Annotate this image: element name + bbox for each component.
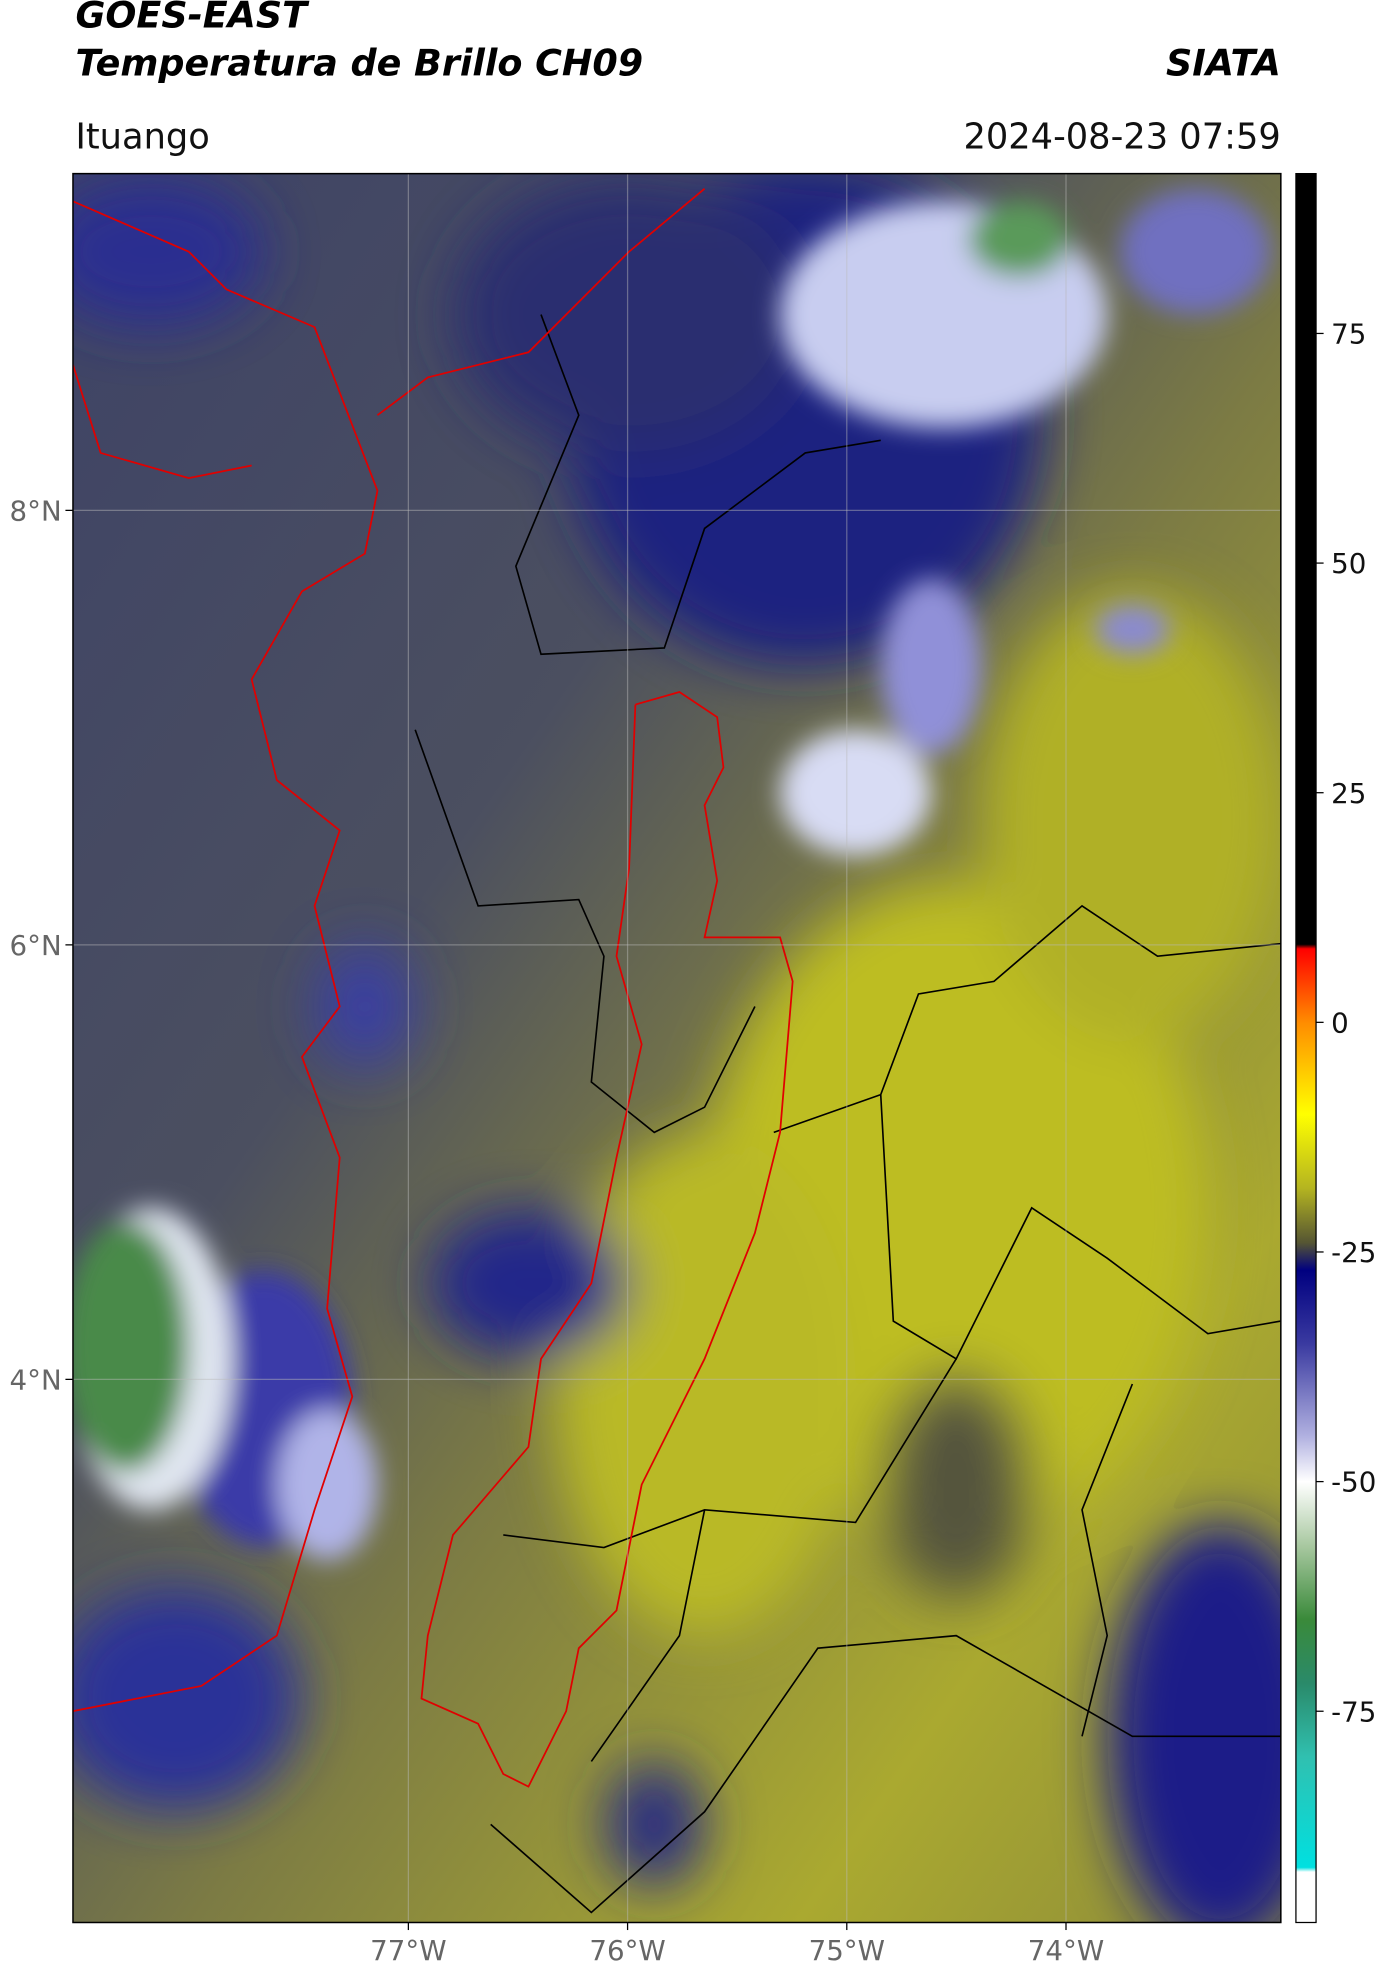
y-tick-label: 4°N	[10, 1363, 62, 1396]
map-frame	[72, 172, 1282, 1924]
colorbar-tick-label: 50	[1331, 547, 1366, 580]
timestamp: 2024-08-23 07:59	[963, 116, 1280, 157]
grid	[72, 173, 1281, 1923]
colorbar-tick-label: 25	[1331, 777, 1366, 810]
colorbar-tick-label: 75	[1331, 318, 1366, 351]
region: Ituango	[75, 116, 209, 157]
subtitle: Temperatura de Brillo CH09	[75, 41, 643, 84]
colorbar-tick-label: 0	[1331, 1006, 1349, 1039]
colorbar	[1295, 172, 1317, 1924]
colorbar-tick-label: -25	[1331, 1236, 1376, 1269]
x-tick-label: 77°W	[370, 1934, 446, 1967]
title: GOES-EAST	[75, 0, 310, 37]
y-tick-label: 8°N	[10, 494, 62, 527]
map-field	[72, 173, 1281, 1923]
colorbar-tick-label: -75	[1331, 1695, 1376, 1728]
y-tick-label: 6°N	[10, 929, 62, 962]
x-tick-label: 75°W	[809, 1934, 885, 1967]
x-tick-label: 74°W	[1028, 1934, 1104, 1967]
x-tick-label: 76°W	[589, 1934, 665, 1967]
source: SIATA	[1166, 41, 1281, 84]
colorbar-tick-label: -50	[1331, 1466, 1376, 1499]
